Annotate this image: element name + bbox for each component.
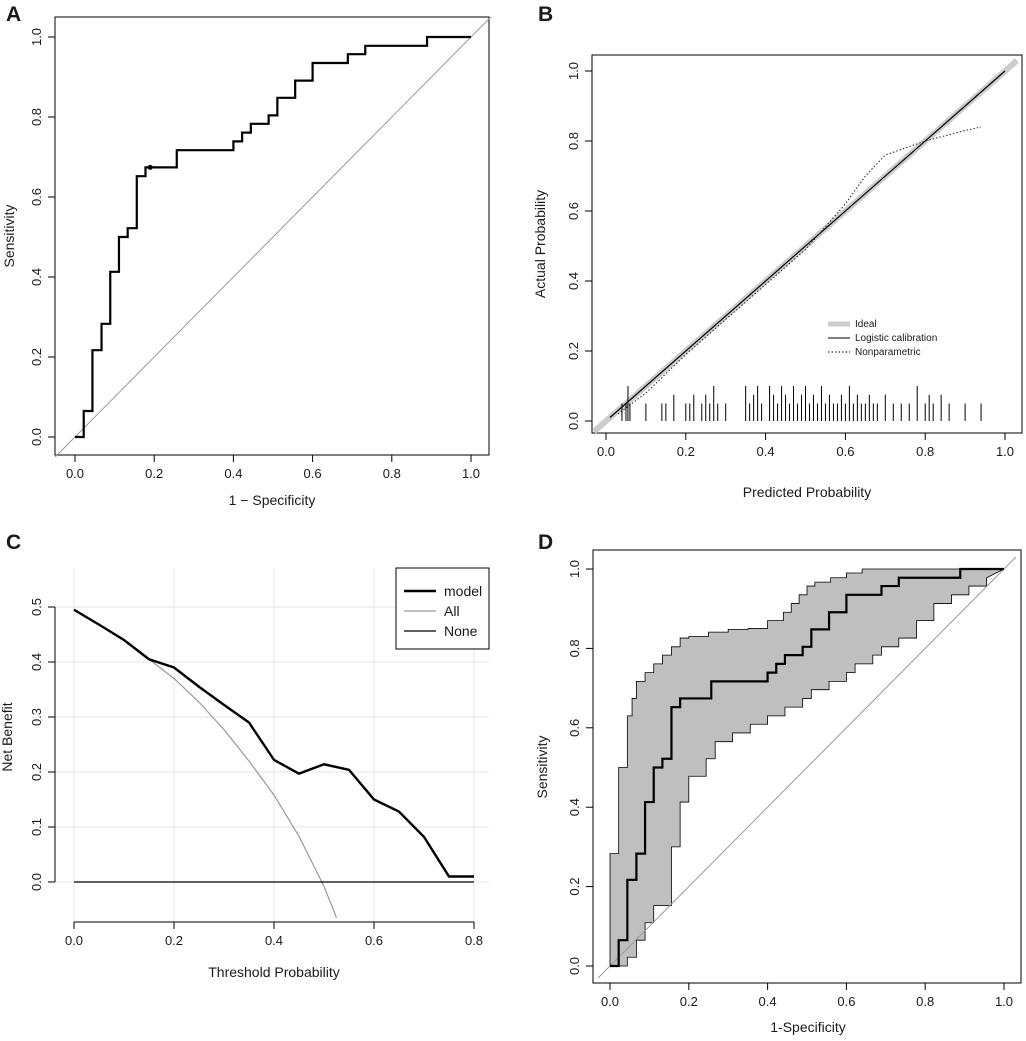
panel-a-y-tick-label: 0.4 xyxy=(29,268,44,286)
panel-c-legend: model All None xyxy=(395,567,490,650)
panel-c-all-line xyxy=(73,609,338,918)
panel-c-y-tick-label: 0.2 xyxy=(29,763,44,781)
panel-b-calibration: Predicted Probability Actual Probability… xyxy=(532,54,1023,500)
legend-all-label: All xyxy=(444,603,460,619)
panel-c-decision-curve: Threshold Probability Net Benefit 0.0 0.2… xyxy=(0,567,490,980)
panel-c-model-line xyxy=(73,608,474,878)
panel-b-x-tick-label: 0.0 xyxy=(597,444,615,459)
panel-d-x-tick-label: 0.4 xyxy=(759,994,777,1009)
panel-a-roc-curve xyxy=(75,35,471,439)
legend-box xyxy=(395,567,490,650)
panel-d-y-tick-label: 0.0 xyxy=(567,957,582,975)
panel-a-x-tick-label: 0.4 xyxy=(224,466,242,481)
panel-a-reference-line xyxy=(54,16,492,458)
panel-a-x-tick-label: 1.0 xyxy=(462,466,480,481)
panel-c-y-tick-label: 0.4 xyxy=(29,653,44,671)
panel-b-y-tick-label: 0.6 xyxy=(566,202,581,220)
panel-a-y-tick-label: 0.6 xyxy=(29,188,44,206)
panel-a-ylabel: Sensitivity xyxy=(1,204,17,267)
panel-b-nonparametric-line xyxy=(617,126,982,415)
panel-d-y-tick-label: 0.2 xyxy=(567,878,582,896)
panel-b-x-tick-label: 0.4 xyxy=(757,444,775,459)
panel-c-x-tick-label: 0.8 xyxy=(465,933,483,948)
panel-c-x-tick-label: 0.4 xyxy=(265,933,283,948)
panel-label-b: B xyxy=(538,3,553,26)
panel-a-x-tick-label: 0.8 xyxy=(383,466,401,481)
panel-b-ylabel: Actual Probability xyxy=(532,190,548,298)
panel-b-y-tick-label: 0.0 xyxy=(566,412,581,430)
panel-d-xlabel: 1-Specificity xyxy=(770,1019,845,1035)
panel-d-roc-curve xyxy=(610,567,1004,968)
panel-a-y-tick-label: 0.8 xyxy=(29,108,44,126)
panel-d-roc-ci: 1-Specificity Sensitivity 0.0 0.2 0.4 0.6 0.… xyxy=(534,549,1022,1035)
panel-a-xlabel: 1 − Specificity xyxy=(229,492,316,508)
panel-d-x-tick-label: 0.6 xyxy=(837,994,855,1009)
panel-a-y-tick-label: 0.0 xyxy=(29,428,44,446)
panel-d-y-tick-label: 0.8 xyxy=(567,639,582,657)
legend-nonparametric-label: Nonparametric xyxy=(855,347,921,358)
panel-c-x-tick-label: 0.2 xyxy=(165,933,183,948)
panel-label-c: C xyxy=(6,531,21,554)
panel-b-y-tick-label: 0.8 xyxy=(566,132,581,150)
panel-b-logistic-line xyxy=(609,70,1006,418)
panel-d-ci-band xyxy=(609,568,1005,967)
panel-c-xlabel: Threshold Probability xyxy=(208,964,340,980)
panel-b-y-tick-label: 1.0 xyxy=(566,62,581,80)
panel-d-x-tick-label: 1.0 xyxy=(995,994,1013,1009)
panel-d-y-tick-label: 0.4 xyxy=(567,798,582,816)
panel-d-ylabel: Sensitivity xyxy=(534,735,550,798)
panel-c-y-tick-label: 0.3 xyxy=(29,708,44,726)
panel-label-d: D xyxy=(538,531,553,554)
panel-b-x-tick-label: 1.0 xyxy=(996,444,1014,459)
panel-a-x-tick-label: 0.0 xyxy=(66,466,84,481)
panel-a-x-tick-label: 0.2 xyxy=(145,466,163,481)
panel-a-x-tick-label: 0.6 xyxy=(304,466,322,481)
panel-c-x-tick-label: 0.0 xyxy=(65,933,83,948)
panel-d-y-tick-label: 1.0 xyxy=(567,560,582,578)
panel-a-roc: 1 − Specificity Sensitivity 0.0 0.2 0.4 0.6… xyxy=(1,16,492,508)
panel-c-x-tick-label: 0.6 xyxy=(365,933,383,948)
panel-a-threshold-point xyxy=(147,164,153,170)
panel-b-x-tick-label: 0.8 xyxy=(916,444,934,459)
panel-b-legend: Ideal Logistic calibration Nonparametric xyxy=(828,319,937,358)
legend-logistic-label: Logistic calibration xyxy=(855,333,937,344)
panel-a-y-tick-label: 1.0 xyxy=(29,28,44,46)
panel-c-y-tick-label: 0.1 xyxy=(29,818,44,836)
panel-d-reference-line xyxy=(597,556,1017,979)
panel-b-xlabel: Predicted Probability xyxy=(743,484,871,500)
panel-d-x-tick-label: 0.2 xyxy=(680,994,698,1009)
panel-d-x-tick-label: 0.0 xyxy=(601,994,619,1009)
legend-model-label: model xyxy=(444,583,482,599)
panel-c-y-tick-label: 0.0 xyxy=(29,873,44,891)
panel-label-a: A xyxy=(6,3,21,26)
panel-a-y-tick-label: 0.2 xyxy=(29,348,44,366)
panel-c-y-tick-label: 0.5 xyxy=(29,598,44,616)
legend-none-label: None xyxy=(444,623,478,639)
panel-d-x-tick-label: 0.8 xyxy=(916,994,934,1009)
panel-b-y-tick-label: 0.4 xyxy=(566,272,581,290)
panel-b-y-tick-label: 0.2 xyxy=(566,342,581,360)
legend-ideal-label: Ideal xyxy=(855,319,877,330)
panel-d-y-tick-label: 0.6 xyxy=(567,719,582,737)
panel-b-x-tick-label: 0.6 xyxy=(836,444,854,459)
panel-b-x-tick-label: 0.2 xyxy=(677,444,695,459)
panel-c-ylabel: Net Benefit xyxy=(0,702,15,771)
